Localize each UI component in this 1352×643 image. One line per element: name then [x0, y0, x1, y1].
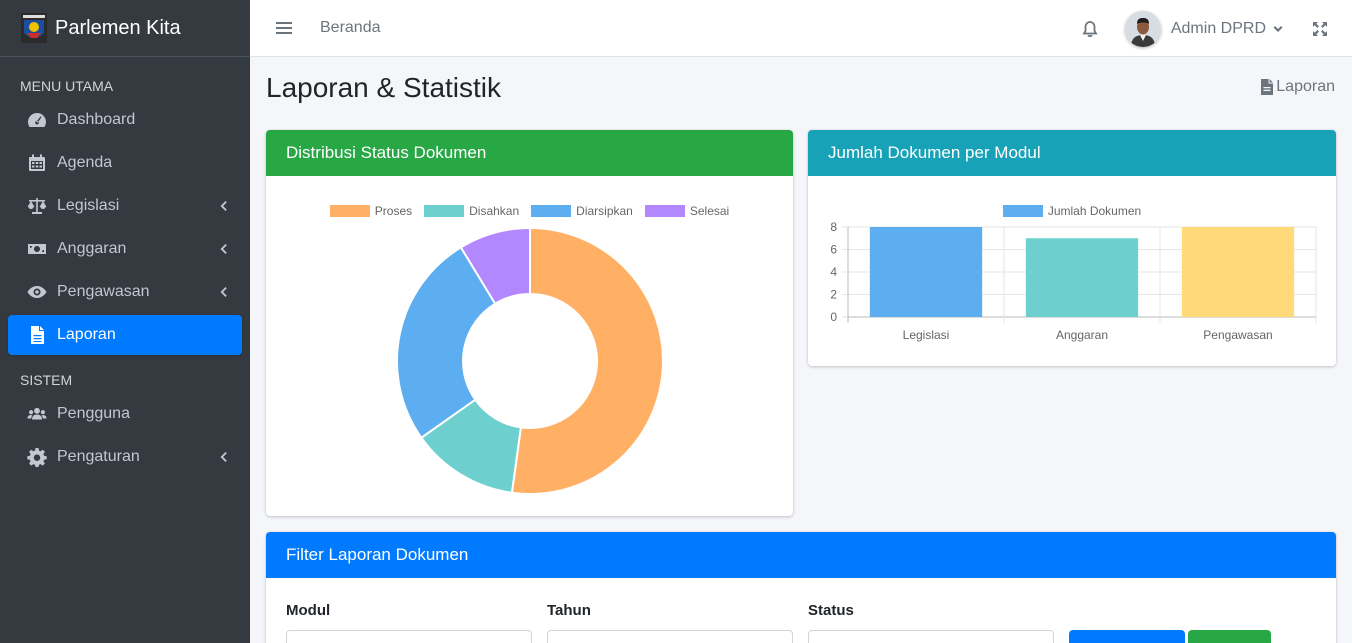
- filter-modul: Modul: [286, 602, 532, 619]
- money-bill-icon: [26, 238, 48, 260]
- sidebar-item-label: Dashboard: [57, 111, 136, 128]
- legend-item-diarsipkan[interactable]: Diarsipkan: [531, 204, 633, 218]
- bar-anggaran[interactable]: [1025, 238, 1139, 317]
- topbar: Beranda Admin DPRD: [250, 0, 1352, 57]
- topbar-right: Admin DPRD: [1081, 0, 1352, 57]
- donut-slice-proses[interactable]: [510, 226, 665, 495]
- sidebar-item-label: Pengawasan: [57, 283, 150, 300]
- legend-swatch: [531, 205, 572, 217]
- chevron-left-icon: [218, 241, 228, 257]
- chevron-left-icon: [218, 449, 228, 465]
- fullscreen-icon[interactable]: [1312, 21, 1328, 37]
- field-label-tahun: Tahun: [547, 602, 591, 619]
- chevron-left-icon: [218, 284, 228, 300]
- y-tick-label: 2: [830, 288, 837, 302]
- legend-swatch: [329, 205, 370, 217]
- users-icon: [26, 403, 48, 425]
- sidebar-item-label: Pengaturan: [57, 448, 140, 465]
- status-select[interactable]: [808, 630, 1054, 643]
- sidebar-item-legislasi[interactable]: Legislasi: [8, 186, 242, 226]
- bar-legislasi[interactable]: [869, 227, 983, 317]
- file-icon: [1261, 79, 1274, 95]
- donut-legend: Proses Disahkan Diarsipkan Selesai: [266, 204, 793, 218]
- legend-label: Jumlah Dokumen: [1047, 204, 1142, 218]
- legend-label: Disahkan: [469, 204, 520, 218]
- y-tick-label: 8: [830, 220, 837, 234]
- legend-item-disahkan[interactable]: Disahkan: [424, 204, 519, 218]
- legend-swatch: [1002, 205, 1043, 217]
- eye-icon: [26, 281, 48, 303]
- filter-card: Filter Laporan Dokumen Modul Tahun Statu…: [266, 532, 1336, 643]
- sidebar-item-pengguna[interactable]: Pengguna: [8, 394, 242, 434]
- field-label-modul: Modul: [286, 602, 331, 619]
- legend-label: Selesai: [689, 204, 730, 218]
- filter-tahun: Tahun: [547, 602, 793, 619]
- card-title: Filter Laporan Dokumen: [266, 532, 1336, 578]
- sidebar-item-label: Anggaran: [57, 240, 127, 257]
- donut-slice-selesai[interactable]: [459, 226, 531, 306]
- calendar-icon: [26, 152, 48, 174]
- parliament-logo-icon: [21, 13, 47, 43]
- chevron-left-icon: [218, 198, 228, 214]
- chevron-down-icon[interactable]: [1272, 23, 1284, 35]
- filter-status: Status: [808, 602, 1054, 619]
- sidebar-item-pengaturan[interactable]: Pengaturan: [8, 437, 242, 477]
- breadcrumb: Laporan: [1261, 78, 1335, 96]
- y-tick-label: 4: [830, 265, 837, 279]
- tachometer-icon: [26, 109, 48, 131]
- sidebar-item-laporan[interactable]: Laporan: [8, 315, 242, 355]
- status-distribution-card: Distribusi Status Dokumen Proses Disahkan…: [266, 130, 793, 516]
- user-name[interactable]: Admin DPRD: [1170, 19, 1266, 37]
- sidebar: Parlemen Kita MENU UTAMA Dashboard Agend…: [0, 0, 250, 643]
- legend-label: Diarsipkan: [576, 204, 633, 218]
- filter-button[interactable]: [1069, 630, 1185, 643]
- avatar[interactable]: [1124, 10, 1161, 47]
- legend-item-series[interactable]: Jumlah Dokumen: [1002, 204, 1142, 218]
- filter-form: Modul Tahun Status: [266, 578, 1336, 643]
- sidebar-item-pengawasan[interactable]: Pengawasan: [8, 272, 242, 312]
- file-icon: [26, 324, 48, 346]
- sidebar-item-label: Agenda: [57, 154, 113, 171]
- bar-chart: 0 2 4 6 8 Legislasi Anggaran Pengawasan: [830, 220, 1317, 342]
- field-label-status: Status: [808, 602, 854, 619]
- page-title: Laporan & Statistik: [266, 72, 502, 103]
- balance-scale-icon: [26, 195, 48, 217]
- legend-item-proses[interactable]: Proses: [329, 204, 413, 218]
- x-tick-label: Legislasi: [903, 328, 950, 342]
- breadcrumb-current[interactable]: Laporan: [1276, 78, 1335, 95]
- donut-slice-diarsipkan[interactable]: [396, 245, 497, 440]
- gear-icon: [26, 446, 48, 468]
- user-photo-icon: [1124, 10, 1161, 47]
- sidebar-item-agenda[interactable]: Agenda: [8, 143, 242, 183]
- y-tick-label: 6: [830, 243, 837, 257]
- bar-pengawasan[interactable]: [1181, 227, 1295, 317]
- nav-header-system: SISTEM: [20, 372, 73, 388]
- nav-header-main: MENU UTAMA: [20, 78, 114, 94]
- legend-item-selesai[interactable]: Selesai: [644, 204, 730, 218]
- brand[interactable]: Parlemen Kita: [0, 0, 250, 57]
- sidebar-item-label: Pengguna: [57, 405, 130, 422]
- home-link[interactable]: Beranda: [320, 19, 381, 36]
- card-title: Jumlah Dokumen per Modul: [808, 130, 1336, 176]
- donut-chart: [396, 226, 665, 495]
- legend-swatch: [424, 205, 465, 217]
- bell-icon[interactable]: [1081, 20, 1099, 38]
- legend-label: Proses: [374, 204, 413, 218]
- x-tick-label: Pengawasan: [1203, 328, 1272, 342]
- card-title: Distribusi Status Dokumen: [266, 130, 793, 176]
- hamburger-menu-icon[interactable]: [273, 19, 295, 37]
- sidebar-item-dashboard[interactable]: Dashboard: [8, 100, 242, 140]
- sidebar-item-label: Legislasi: [57, 197, 120, 214]
- export-button[interactable]: [1188, 630, 1271, 643]
- x-tick-label: Anggaran: [1056, 328, 1108, 342]
- brand-name: Parlemen Kita: [55, 16, 181, 39]
- tahun-select[interactable]: [547, 630, 793, 643]
- y-tick-label: 0: [830, 310, 837, 324]
- legend-swatch: [644, 205, 685, 217]
- modul-select[interactable]: [286, 630, 532, 643]
- bar-legend: Jumlah Dokumen: [808, 204, 1336, 218]
- sidebar-item-label: Laporan: [57, 326, 116, 343]
- module-count-card: Jumlah Dokumen per Modul Jumlah Dokumen …: [808, 130, 1336, 366]
- sidebar-item-anggaran[interactable]: Anggaran: [8, 229, 242, 269]
